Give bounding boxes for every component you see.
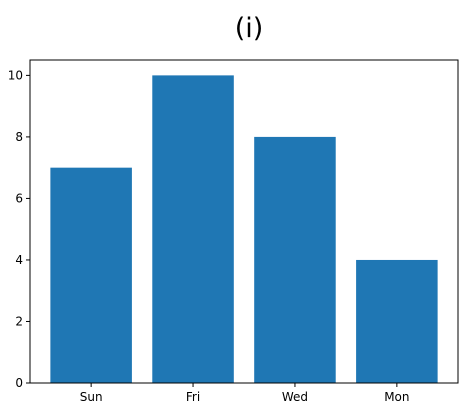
y-tick-label: 8 [15,130,23,144]
x-tick-label: Sun [80,390,103,403]
y-tick-label: 0 [15,376,23,390]
bar-mon [356,259,438,383]
bars-group [50,75,438,383]
chart-title: (i) [235,13,264,44]
y-tick-label: 10 [8,68,23,82]
bar-wed [254,136,336,383]
x-tick-label: Wed [282,390,308,403]
bar-sun [50,167,132,383]
y-tick-label: 4 [15,253,23,267]
x-tick-label: Mon [384,390,409,403]
y-tick-label: 2 [15,314,23,328]
y-axis: 0 2 4 6 8 10 [8,68,30,390]
y-tick-label: 6 [15,191,23,205]
plot-frame [29,59,459,384]
x-axis: Sun Fri Wed Mon [80,383,410,404]
x-tick-label: Fri [186,390,200,403]
bar-fri [152,75,234,383]
